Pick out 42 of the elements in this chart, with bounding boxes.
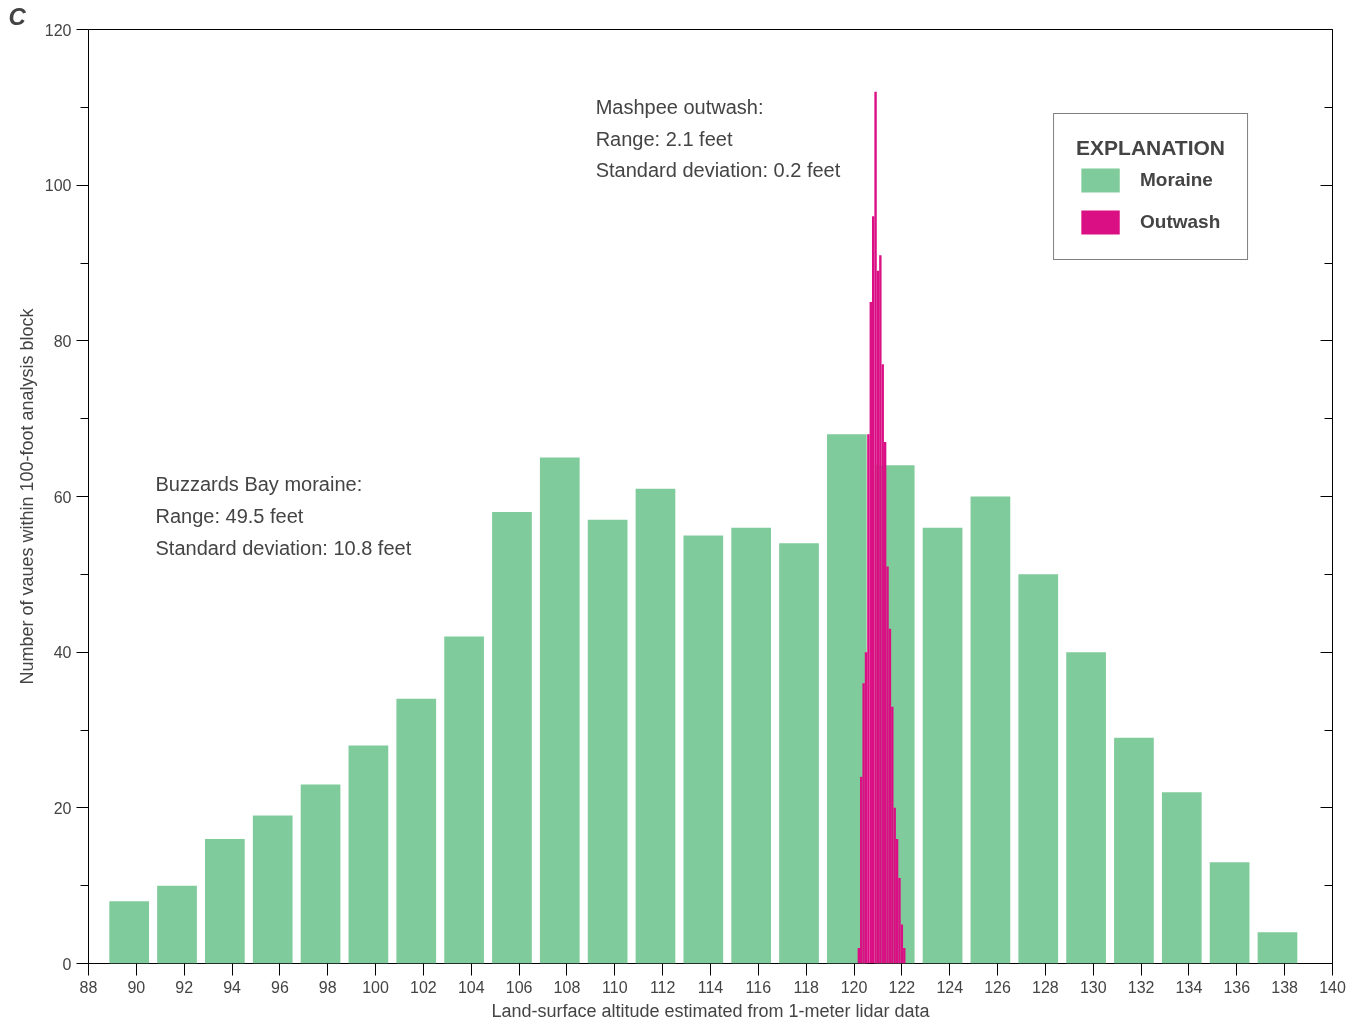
legend-title: EXPLANATION [1076, 136, 1225, 160]
x-tick-label: 118 [793, 978, 820, 996]
x-tick-label: 134 [1175, 978, 1203, 996]
annotation: Buzzards Bay moraine: Range: 49.5 feet Standard deviation: 10.8 feet [155, 473, 412, 559]
x-tick-label: 106 [505, 978, 533, 996]
x-tick-label: 120 [840, 978, 868, 996]
x-tick-label: 124 [936, 978, 964, 996]
x-tick-label: 140 [1319, 978, 1346, 996]
x-tick-label: 112 [649, 978, 676, 996]
annotation: Mashpee outwash: Range: 2.1 feet Standard deviation: 0.2 feet [595, 95, 841, 182]
x-tick-label: 88 [79, 978, 98, 996]
y-tick-label: 100 [44, 177, 72, 195]
legend-label: Moraine [1140, 169, 1213, 191]
x-tick-label: 96 [270, 978, 289, 996]
y-tick-label: 80 [53, 332, 72, 350]
y-tick-label: 40 [53, 644, 72, 662]
x-tick-label: 136 [1223, 978, 1251, 996]
legend-label: Outwash [1140, 211, 1221, 233]
x-tick-label: 102 [410, 978, 437, 996]
x-tick-label: 92 [175, 978, 194, 996]
x-tick-label: 138 [1271, 978, 1299, 996]
text: C [8, 2, 27, 30]
x-axis-title: Land-surface altitude estimated from 1-meter lidar data [491, 1000, 931, 1021]
x-tick-label: 116 [745, 978, 772, 996]
x-tick-label: 128 [1032, 978, 1059, 996]
x-tick-label: 122 [888, 978, 916, 996]
y-tick-label: 0 [62, 955, 72, 973]
x-tick-label: 126 [984, 978, 1012, 996]
x-tick-label: 114 [697, 978, 724, 996]
x-tick-label: 100 [362, 978, 390, 996]
x-tick-label: 104 [457, 978, 485, 996]
y-tick-label: 120 [44, 21, 72, 39]
y-tick-label: 60 [53, 488, 72, 506]
x-tick-label: 90 [127, 978, 146, 996]
x-tick-label: 94 [223, 978, 242, 996]
x-tick-label: 130 [1079, 978, 1107, 996]
y-axis-title: Number of vaues within 100-foot analysis block [16, 307, 37, 685]
y-tick-label: 20 [53, 799, 72, 817]
x-tick-label: 98 [318, 978, 337, 996]
x-tick-label: 132 [1127, 978, 1155, 996]
x-tick-label: 110 [602, 978, 628, 996]
x-tick-label: 108 [553, 978, 581, 996]
